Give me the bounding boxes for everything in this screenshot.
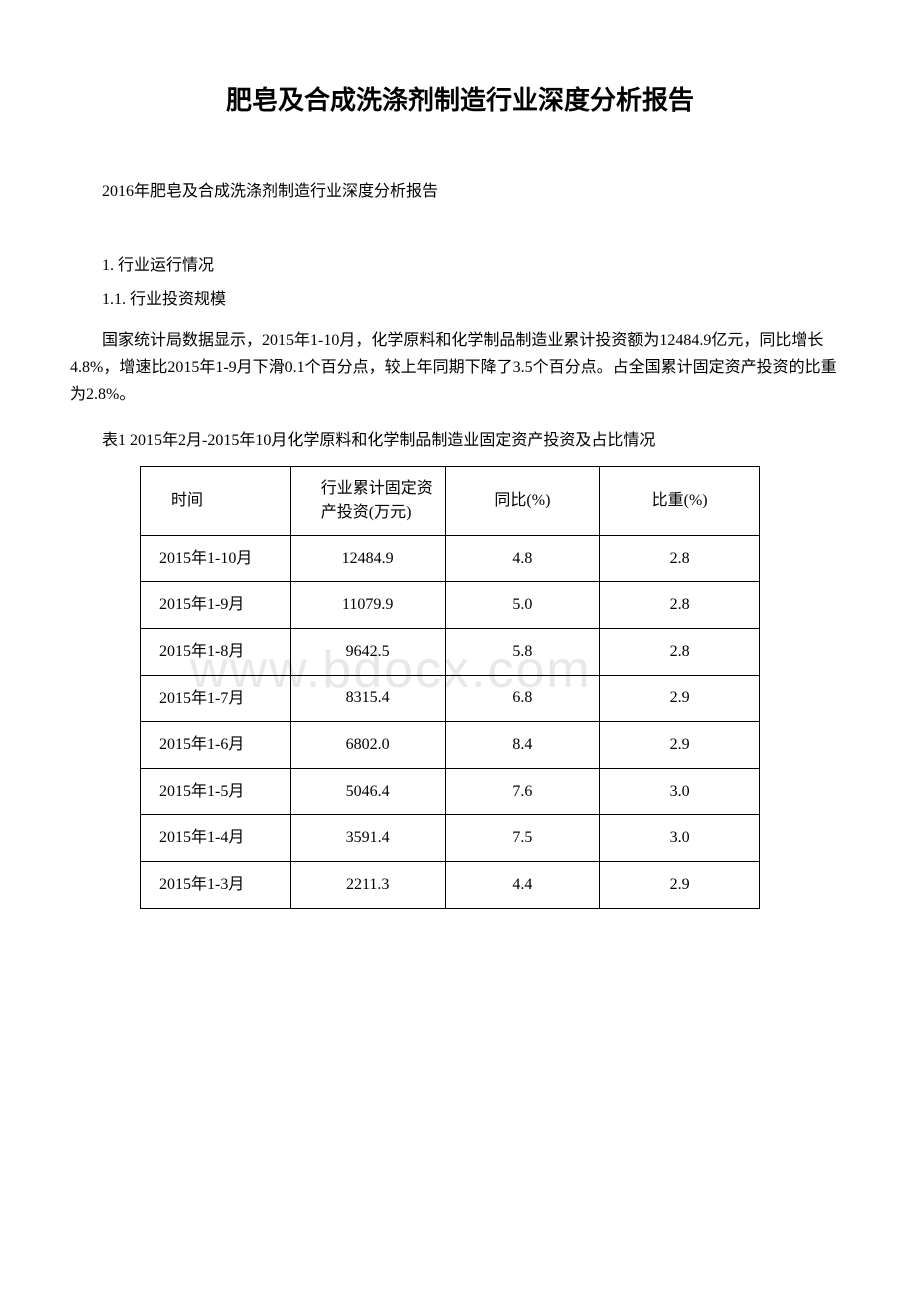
- cell-investment: 11079.9: [290, 582, 445, 629]
- investment-table: 时间 行业累计固定资产投资(万元) 同比(%) 比重(%) 2015年1-10月…: [140, 466, 760, 909]
- table-row: 2015年1-9月 11079.9 5.0 2.8: [141, 582, 760, 629]
- table-row: 2015年1-5月 5046.4 7.6 3.0: [141, 768, 760, 815]
- table-row: 2015年1-4月 3591.4 7.5 3.0: [141, 815, 760, 862]
- cell-yoy: 7.5: [445, 815, 600, 862]
- table-row: 2015年1-7月 8315.4 6.8 2.9: [141, 675, 760, 722]
- header-yoy: 同比(%): [445, 466, 600, 535]
- cell-yoy: 5.8: [445, 628, 600, 675]
- table-row: 2015年1-6月 6802.0 8.4 2.9: [141, 722, 760, 769]
- cell-time: 2015年1-8月: [141, 628, 291, 675]
- cell-weight: 3.0: [600, 815, 760, 862]
- cell-yoy: 4.8: [445, 535, 600, 582]
- header-investment: 行业累计固定资产投资(万元): [290, 466, 445, 535]
- cell-time: 2015年1-5月: [141, 768, 291, 815]
- cell-time: 2015年1-9月: [141, 582, 291, 629]
- cell-time: 2015年1-4月: [141, 815, 291, 862]
- cell-investment: 9642.5: [290, 628, 445, 675]
- cell-yoy: 8.4: [445, 722, 600, 769]
- cell-yoy: 4.4: [445, 861, 600, 908]
- cell-time: 2015年1-7月: [141, 675, 291, 722]
- section-1-1-heading: 1.1. 行业投资规模: [70, 285, 850, 309]
- paragraph-1: 国家统计局数据显示，2015年1-10月，化学原料和化学制品制造业累计投资额为1…: [70, 327, 850, 409]
- table-row: 2015年1-3月 2211.3 4.4 2.9: [141, 861, 760, 908]
- table-row: 2015年1-8月 9642.5 5.8 2.8: [141, 628, 760, 675]
- cell-investment: 6802.0: [290, 722, 445, 769]
- table-caption: 表1 2015年2月-2015年10月化学原料和化学制品制造业固定资产投资及占比…: [70, 427, 850, 454]
- subtitle-text: 2016年肥皂及合成洗涤剂制造行业深度分析报告: [70, 177, 850, 201]
- cell-yoy: 7.6: [445, 768, 600, 815]
- section-1-heading: 1. 行业运行情况: [70, 251, 850, 275]
- page-title: 肥皂及合成洗涤剂制造行业深度分析报告: [70, 80, 850, 117]
- cell-investment: 2211.3: [290, 861, 445, 908]
- cell-investment: 3591.4: [290, 815, 445, 862]
- cell-weight: 2.9: [600, 675, 760, 722]
- cell-time: 2015年1-6月: [141, 722, 291, 769]
- cell-yoy: 5.0: [445, 582, 600, 629]
- cell-investment: 8315.4: [290, 675, 445, 722]
- cell-weight: 2.9: [600, 861, 760, 908]
- header-time: 时间: [141, 466, 291, 535]
- cell-time: 2015年1-3月: [141, 861, 291, 908]
- cell-weight: 2.8: [600, 535, 760, 582]
- header-weight: 比重(%): [600, 466, 760, 535]
- cell-weight: 2.8: [600, 582, 760, 629]
- cell-yoy: 6.8: [445, 675, 600, 722]
- table-row: 2015年1-10月 12484.9 4.8 2.8: [141, 535, 760, 582]
- cell-investment: 5046.4: [290, 768, 445, 815]
- cell-investment: 12484.9: [290, 535, 445, 582]
- cell-weight: 2.8: [600, 628, 760, 675]
- cell-weight: 3.0: [600, 768, 760, 815]
- cell-weight: 2.9: [600, 722, 760, 769]
- table-header-row: 时间 行业累计固定资产投资(万元) 同比(%) 比重(%): [141, 466, 760, 535]
- cell-time: 2015年1-10月: [141, 535, 291, 582]
